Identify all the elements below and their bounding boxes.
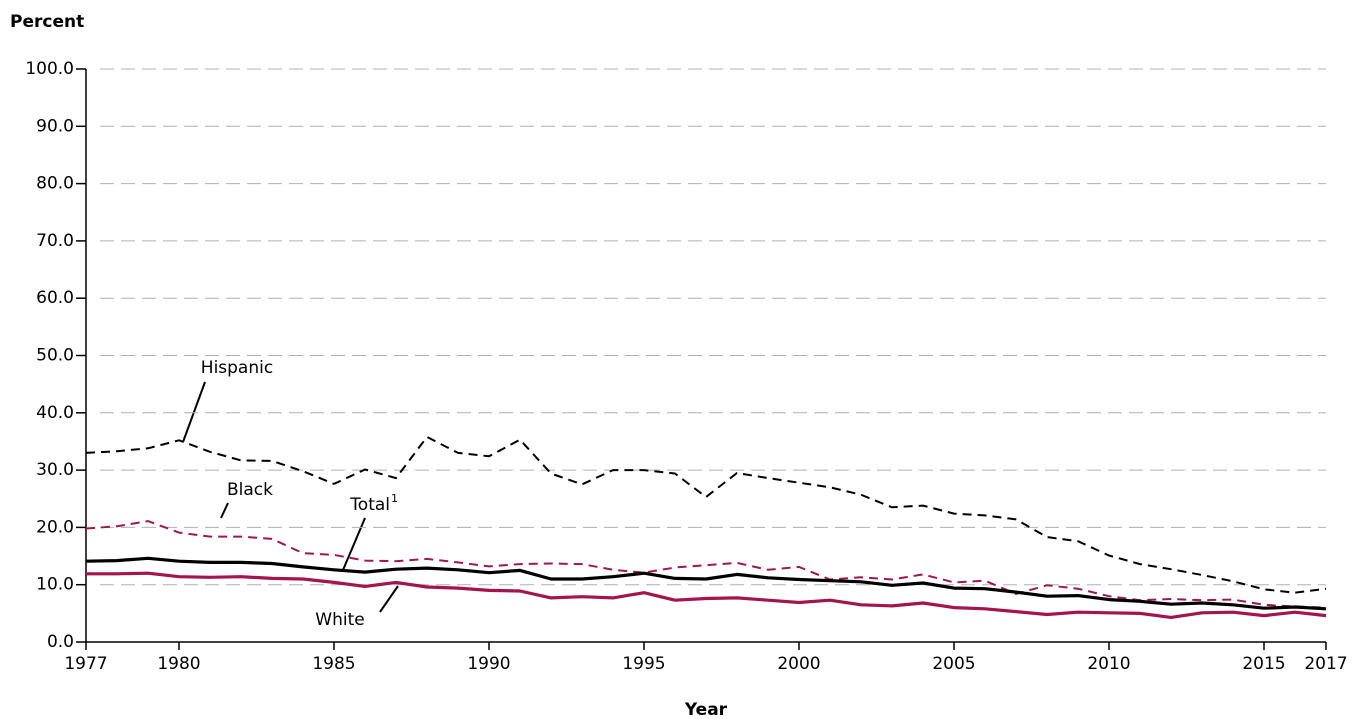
series-line bbox=[85, 556, 1327, 611]
y-axis-label: Percent bbox=[10, 12, 84, 32]
y-tick-label: 40.0 bbox=[36, 403, 74, 423]
x-tick-label: 1995 bbox=[622, 654, 665, 674]
y-tick-label: 90.0 bbox=[36, 116, 74, 136]
x-axis-label: Year bbox=[684, 700, 728, 719]
y-tick-label: 0.0 bbox=[47, 632, 74, 652]
series-line bbox=[85, 520, 1327, 609]
y-tick-label: 30.0 bbox=[36, 460, 74, 480]
series-label: White bbox=[315, 610, 364, 630]
series-label: Black bbox=[227, 480, 273, 500]
y-tick-label: 100.0 bbox=[25, 59, 74, 79]
x-tick-label: 2010 bbox=[1087, 654, 1130, 674]
x-tick-label: 1977 bbox=[64, 654, 107, 674]
x-tick-label: 1985 bbox=[312, 654, 355, 674]
x-tick-label: 2000 bbox=[777, 654, 820, 674]
x-tick-label: 2017 bbox=[1304, 654, 1347, 674]
y-tick-label: 60.0 bbox=[36, 288, 74, 308]
series-label: Total bbox=[349, 495, 390, 515]
x-tick-label: 2015 bbox=[1242, 654, 1285, 674]
leader-line bbox=[220, 502, 229, 519]
x-tick-label: 1990 bbox=[467, 654, 510, 674]
x-tick-label: 2005 bbox=[932, 654, 975, 674]
y-tick-label: 50.0 bbox=[36, 346, 74, 366]
footnote-mark: 1 bbox=[391, 492, 398, 505]
y-tick-label: 20.0 bbox=[36, 517, 74, 537]
series-line bbox=[85, 435, 1327, 594]
y-tick-label: 80.0 bbox=[36, 174, 74, 194]
y-tick-label: 10.0 bbox=[36, 575, 74, 595]
series-line bbox=[86, 571, 1327, 619]
y-tick-label: 70.0 bbox=[36, 231, 74, 251]
leader-line bbox=[182, 381, 206, 443]
leader-line bbox=[342, 517, 366, 571]
series-label: Hispanic bbox=[201, 358, 273, 378]
x-tick-label: 1980 bbox=[157, 654, 200, 674]
leader-line bbox=[379, 585, 399, 613]
